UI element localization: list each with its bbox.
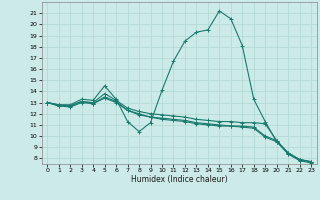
X-axis label: Humidex (Indice chaleur): Humidex (Indice chaleur)	[131, 175, 228, 184]
